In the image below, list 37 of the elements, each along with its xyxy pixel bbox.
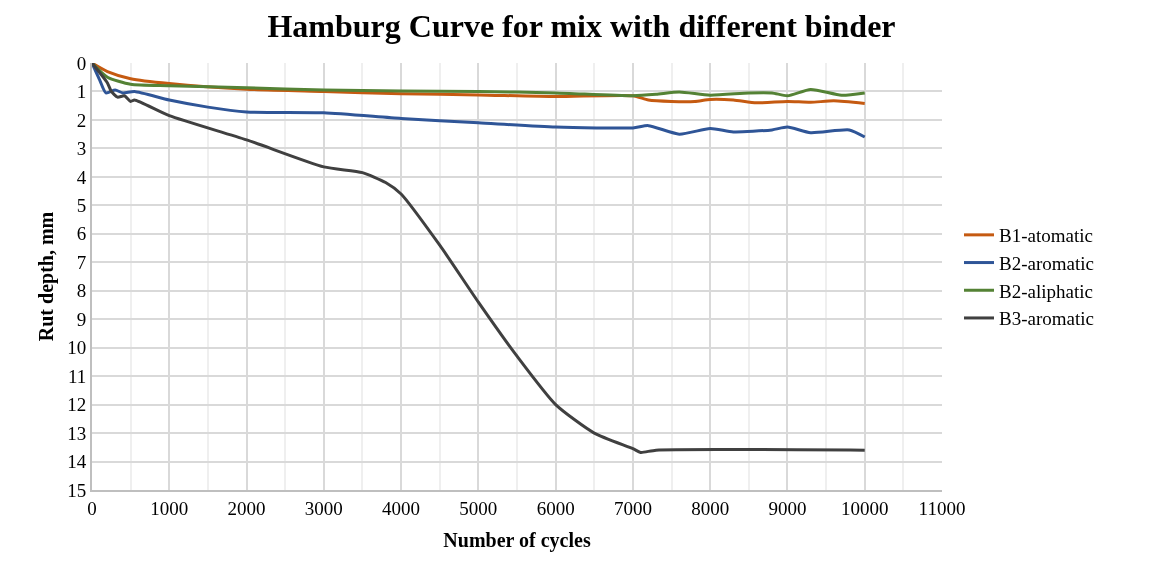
line-series bbox=[92, 63, 867, 454]
x-tick-label: 9000 bbox=[768, 497, 807, 519]
x-tick-label: 11000 bbox=[918, 497, 966, 519]
y-tick-label: 12 bbox=[67, 394, 87, 416]
x-tick-label: 1000 bbox=[150, 497, 189, 519]
y-tick-label: 9 bbox=[76, 308, 87, 330]
y-tick-label: 7 bbox=[76, 251, 87, 273]
y-axis-title: Rut depth, mm bbox=[35, 211, 59, 342]
x-tick-label: 10000 bbox=[840, 497, 889, 519]
y-tick-label: 10 bbox=[67, 337, 87, 359]
y-tick-label: 15 bbox=[67, 479, 87, 501]
y-tick-label: 5 bbox=[76, 194, 87, 216]
line-series bbox=[92, 63, 867, 98]
x-tick-label: 8000 bbox=[691, 497, 730, 519]
legend-label: B1-atomatic bbox=[999, 225, 1093, 247]
y-tick-label: 3 bbox=[76, 138, 87, 160]
y-tick-label: 4 bbox=[76, 166, 87, 188]
x-tick-label: 6000 bbox=[536, 497, 575, 519]
y-tick-label: 14 bbox=[67, 451, 87, 473]
chart-title: Hamburg Curve for mix with different binder bbox=[267, 7, 896, 44]
y-tick-label: 8 bbox=[76, 280, 87, 302]
y-tick-label: 6 bbox=[76, 223, 87, 245]
y-tick-label: 1 bbox=[76, 81, 87, 103]
legend-label: B2-aliphatic bbox=[999, 280, 1093, 302]
x-tick-label: 4000 bbox=[382, 497, 421, 519]
y-tick-label: 0 bbox=[76, 52, 87, 74]
x-tick-label: 2000 bbox=[227, 497, 266, 519]
y-tick-label: 2 bbox=[76, 109, 87, 131]
x-tick-label: 7000 bbox=[613, 497, 652, 519]
y-tick-label: 11 bbox=[67, 365, 87, 387]
x-tick-label: 5000 bbox=[459, 497, 498, 519]
legend-label: B3-aromatic bbox=[999, 308, 1094, 330]
x-tick-label: 3000 bbox=[304, 497, 343, 519]
x-axis-title: Number of cycles bbox=[443, 528, 591, 552]
y-tick-label: 13 bbox=[67, 422, 87, 444]
legend-label: B2-aromatic bbox=[999, 252, 1094, 274]
line-series bbox=[92, 63, 867, 139]
